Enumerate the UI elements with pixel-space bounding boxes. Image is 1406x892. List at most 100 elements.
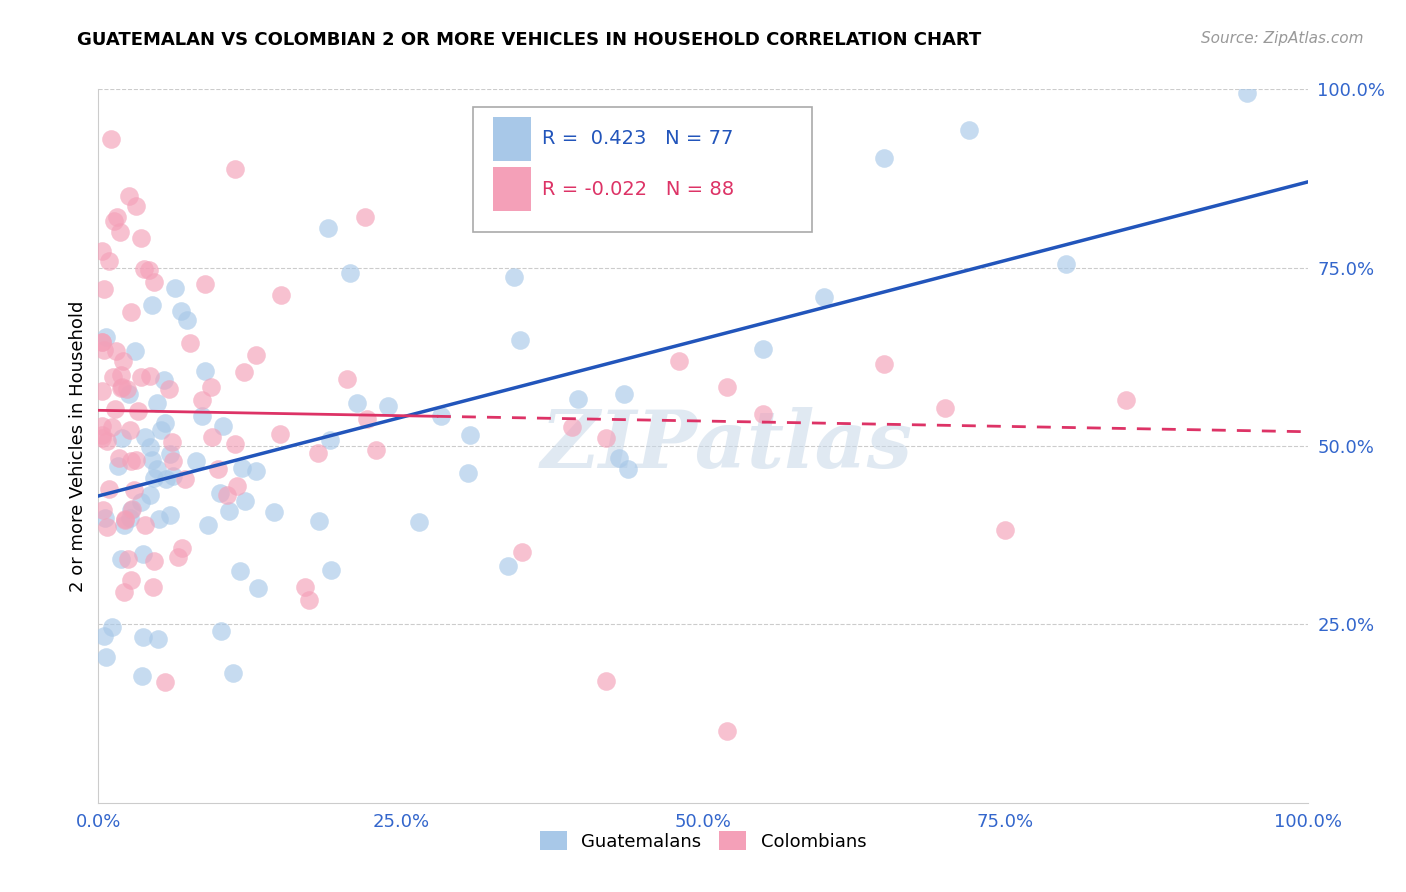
Point [117, 552, 139, 566]
Point [138, 262, 160, 277]
Point [208, 486, 231, 500]
Point [191, 392, 214, 407]
Point [595, 431, 617, 445]
Point [131, 669, 153, 683]
Point [813, 291, 835, 305]
Point [873, 152, 896, 166]
Point [165, 281, 187, 295]
Point [134, 517, 156, 532]
Point [509, 333, 531, 347]
Point [211, 418, 233, 433]
Text: ZIPatlas: ZIPatlas [541, 408, 914, 484]
Point [143, 471, 166, 485]
Point [118, 511, 141, 525]
Point [96, 434, 118, 448]
Point [339, 266, 361, 280]
Point [93, 629, 115, 643]
Point [91, 503, 114, 517]
Point [107, 458, 129, 473]
Point [129, 369, 152, 384]
Point [308, 514, 330, 528]
Point [94, 511, 117, 525]
Text: R = -0.022   N = 88: R = -0.022 N = 88 [543, 180, 734, 199]
Point [1054, 258, 1077, 272]
Point [1115, 392, 1137, 407]
Point [201, 430, 224, 444]
Point [218, 504, 240, 518]
Point [93, 282, 115, 296]
Point [170, 541, 193, 556]
Point [873, 357, 896, 371]
Point [120, 454, 142, 468]
Point [162, 435, 184, 450]
Point [994, 523, 1017, 537]
Point [94, 330, 117, 344]
Point [121, 502, 143, 516]
Point [934, 401, 956, 416]
Point [112, 518, 135, 533]
Point [91, 335, 114, 350]
Point [91, 335, 114, 350]
Point [224, 161, 246, 176]
Point [145, 462, 167, 476]
Point [616, 462, 638, 476]
Point [752, 407, 775, 421]
Point [226, 479, 249, 493]
Point [503, 270, 526, 285]
Point [336, 372, 359, 386]
Point [346, 396, 368, 410]
Point [120, 503, 142, 517]
Point [155, 472, 177, 486]
Point [194, 364, 217, 378]
Point [152, 372, 174, 386]
Point [430, 409, 453, 423]
Point [458, 428, 481, 442]
Point [91, 244, 114, 258]
Point [129, 231, 152, 245]
Point [957, 123, 980, 137]
Point [173, 471, 195, 485]
Point [129, 494, 152, 508]
Point [108, 450, 131, 465]
Point [457, 467, 479, 481]
Point [150, 423, 173, 437]
Point [145, 396, 167, 410]
Point [120, 305, 142, 319]
Point [176, 312, 198, 326]
Point [224, 437, 246, 451]
Point [209, 624, 232, 639]
Point [157, 382, 180, 396]
Point [143, 276, 166, 290]
Point [127, 404, 149, 418]
Point [110, 368, 132, 383]
Point [134, 430, 156, 444]
Point [716, 380, 738, 394]
Point [104, 343, 127, 358]
Point [103, 214, 125, 228]
Point [118, 386, 141, 401]
Point [159, 508, 181, 522]
Point [169, 303, 191, 318]
Point [105, 211, 128, 225]
Point [91, 431, 114, 445]
Point [96, 520, 118, 534]
Point [229, 564, 252, 578]
Point [117, 382, 139, 396]
Point [114, 512, 136, 526]
Point [142, 581, 165, 595]
Point [752, 343, 775, 357]
Point [124, 343, 146, 358]
Point [153, 675, 176, 690]
Point [124, 483, 146, 498]
Point [668, 354, 690, 368]
Point [94, 649, 117, 664]
Point [108, 225, 131, 239]
Point [139, 440, 162, 454]
Point [408, 515, 430, 529]
Point [101, 369, 124, 384]
Point [354, 211, 377, 225]
Point [194, 277, 217, 291]
Point [613, 386, 636, 401]
Point [567, 392, 589, 406]
Point [167, 549, 190, 564]
